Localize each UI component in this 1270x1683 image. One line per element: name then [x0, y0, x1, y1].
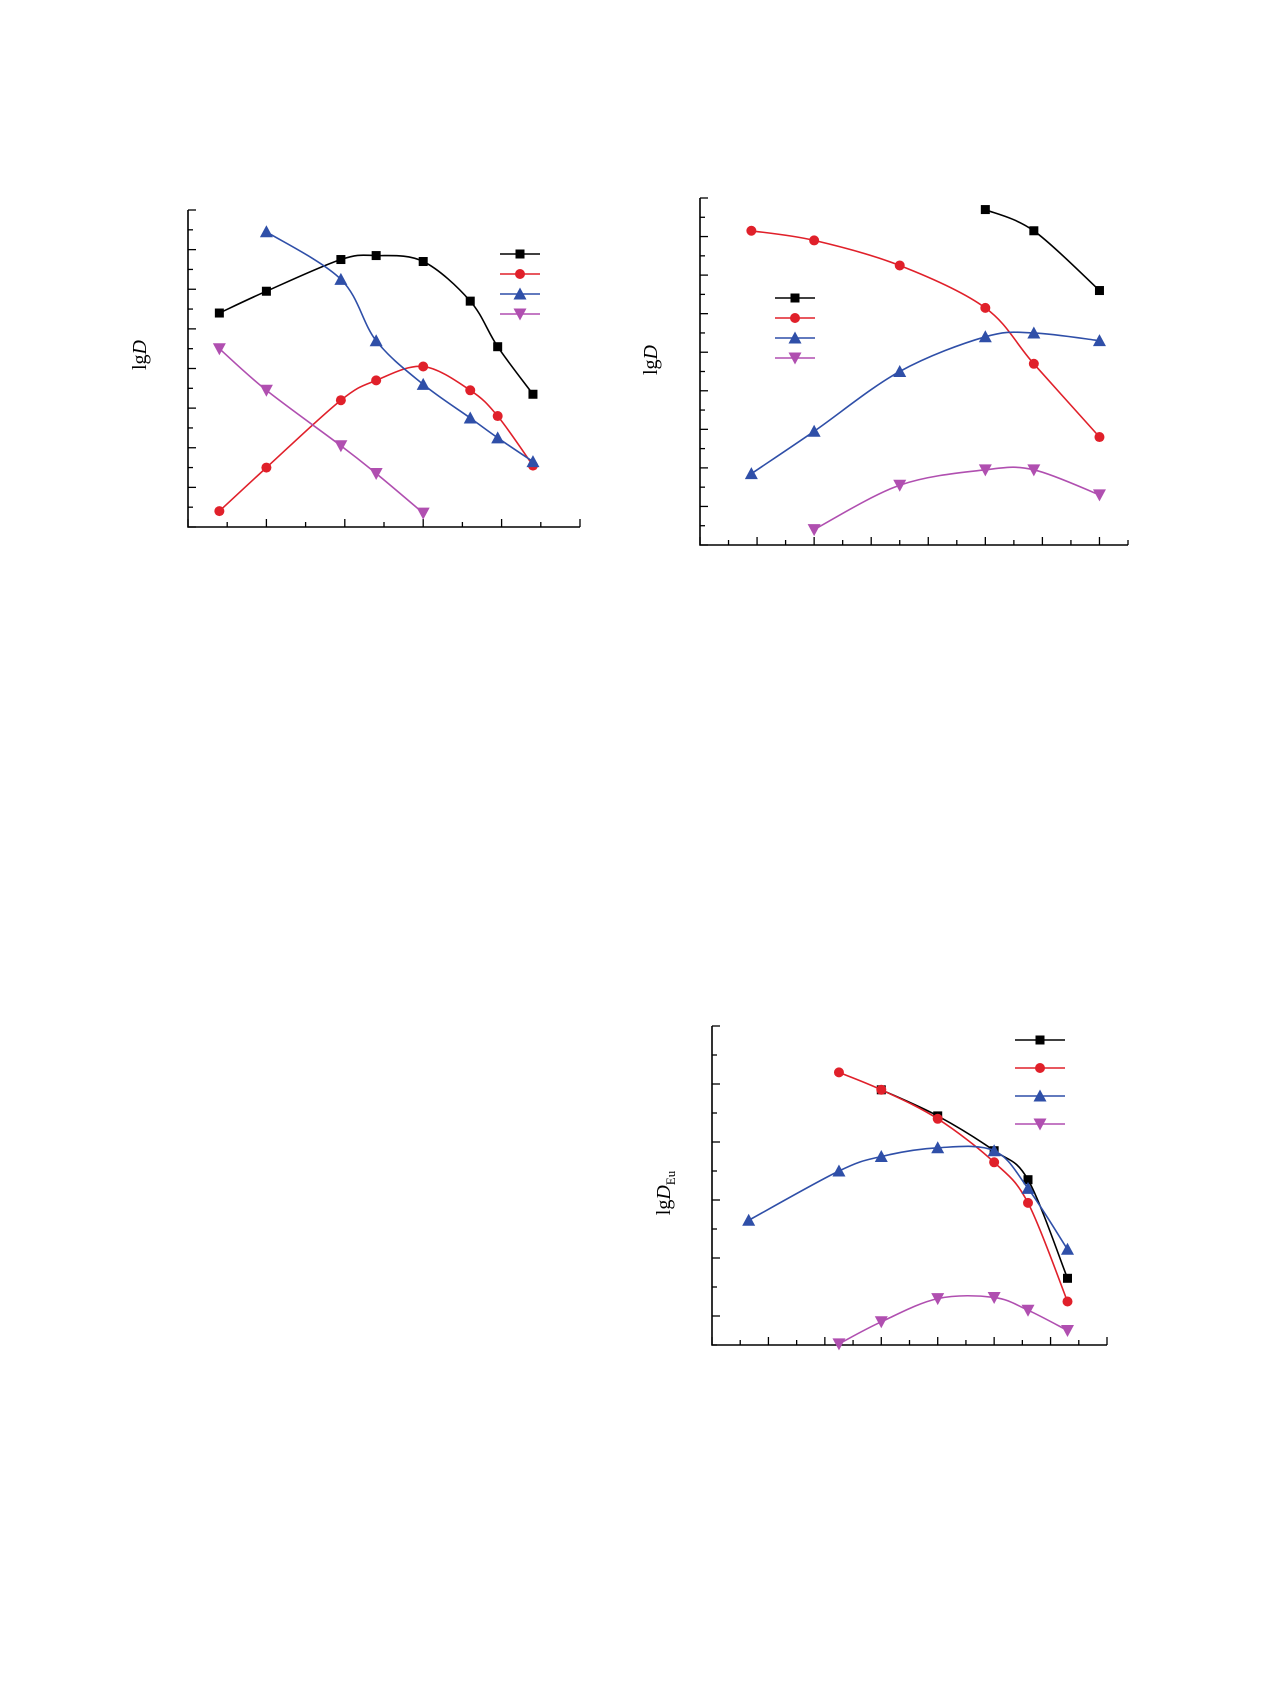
legend-marker [513, 287, 527, 300]
legend-marker [513, 308, 527, 321]
chart-2-upper-right: lgD [640, 197, 1129, 546]
data-point [416, 507, 430, 520]
series-line [838, 1294, 1068, 1345]
data-point [1061, 1325, 1074, 1337]
data-point [978, 330, 992, 343]
data-point [369, 468, 383, 481]
series-line [984, 208, 1101, 292]
chart-3-lower-right: lgDEu [653, 1025, 1108, 1351]
series-line [838, 1071, 1069, 1302]
data-point [528, 389, 538, 399]
data-point [893, 365, 907, 377]
data-point [744, 467, 758, 480]
legend-marker [515, 249, 525, 259]
legend-marker [515, 269, 525, 279]
data-point [978, 464, 992, 477]
data-point [1094, 432, 1105, 443]
legend-marker [788, 331, 802, 344]
data-point [261, 462, 272, 473]
data-point [931, 1293, 945, 1306]
data-point [742, 1213, 756, 1226]
series-line [265, 231, 534, 463]
data-point [987, 1291, 1001, 1304]
series-line [750, 331, 1100, 475]
data-point [1092, 489, 1106, 502]
data-point [1029, 226, 1039, 236]
axes-frame [711, 1026, 1107, 1346]
data-point [526, 455, 540, 468]
series-line [748, 1145, 1069, 1250]
data-point [1023, 1175, 1033, 1185]
legend-marker [788, 352, 802, 365]
data-point [807, 524, 821, 537]
data-point [832, 1164, 846, 1177]
data-point [371, 251, 381, 261]
data-point [980, 205, 990, 215]
data-point [1094, 286, 1104, 296]
data-point [491, 431, 505, 444]
data-point [259, 225, 273, 238]
data-point [874, 1316, 888, 1329]
legend-marker [790, 293, 800, 303]
data-point [932, 1113, 943, 1124]
data-point [980, 302, 991, 313]
legend-marker [790, 313, 800, 323]
data-point [335, 395, 346, 406]
data-point [746, 225, 757, 236]
data-point [418, 257, 428, 267]
data-point [931, 1141, 945, 1154]
data-point [833, 1067, 844, 1078]
data-point [1021, 1181, 1035, 1194]
data-point [214, 308, 224, 318]
axes-frame [699, 198, 1128, 546]
data-point [989, 1157, 1000, 1168]
data-point [1063, 1273, 1072, 1283]
series-line [880, 1089, 1069, 1279]
data-point [1061, 1242, 1074, 1255]
legend-marker [1035, 1063, 1045, 1073]
data-point [465, 296, 475, 306]
data-point [1021, 1304, 1035, 1317]
data-point [493, 342, 503, 352]
data-point [214, 506, 225, 517]
y-axis-label: lgD [129, 339, 151, 370]
data-point [894, 260, 905, 271]
data-point [418, 361, 429, 372]
data-point [1027, 464, 1041, 477]
data-point [1062, 1296, 1073, 1307]
series-line [219, 254, 534, 395]
data-point [1023, 1197, 1033, 1208]
data-point [261, 286, 271, 296]
data-point [893, 479, 907, 492]
data-point [463, 411, 477, 424]
data-point [465, 385, 476, 396]
chart-1-upper-left: lgD [129, 209, 581, 528]
legend-marker [1033, 1089, 1047, 1102]
data-point [492, 411, 503, 422]
y-axis-label: lgDEu [653, 1170, 678, 1215]
data-point [259, 384, 273, 397]
data-point [807, 424, 821, 437]
data-point [832, 1338, 846, 1351]
data-point [987, 1144, 1001, 1157]
data-point [334, 272, 348, 285]
data-point [371, 375, 382, 386]
data-point [336, 255, 346, 265]
data-point [874, 1150, 888, 1162]
y-axis-label: lgD [640, 344, 662, 375]
data-point [809, 235, 820, 246]
data-point [334, 440, 348, 453]
legend-marker [1033, 1118, 1047, 1131]
data-point [212, 343, 226, 356]
data-point [1027, 326, 1041, 339]
data-point [416, 377, 430, 390]
data-point [1028, 358, 1039, 369]
series-line [813, 466, 1100, 531]
data-point [1092, 334, 1106, 347]
legend-marker [1035, 1035, 1045, 1045]
data-point [369, 334, 383, 347]
data-point [876, 1084, 887, 1095]
